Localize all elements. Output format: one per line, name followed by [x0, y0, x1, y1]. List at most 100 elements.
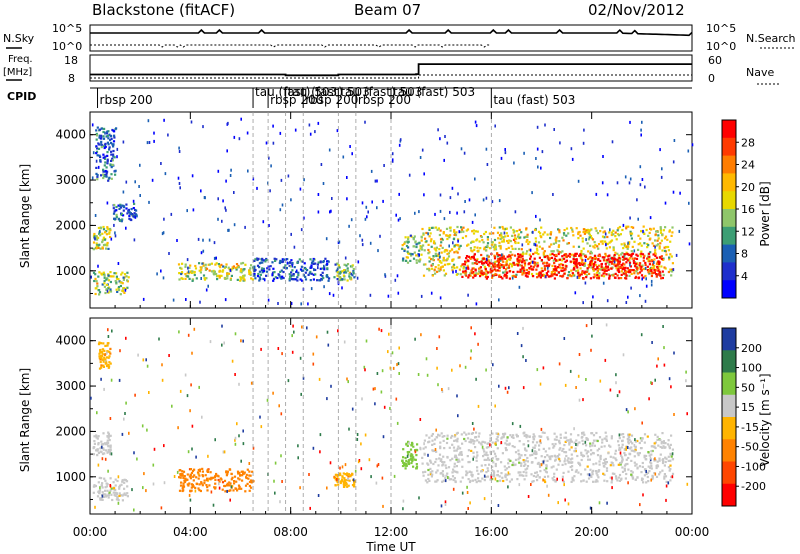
velocity-sparse-point [591, 334, 593, 338]
power-cell [497, 260, 500, 263]
velocity-cell [416, 449, 419, 452]
velocity-cell [334, 484, 337, 487]
power-cell [637, 234, 640, 237]
power-sparse-point [467, 293, 469, 297]
velocity-cell [494, 464, 497, 468]
power-cell [552, 242, 555, 245]
velocity-sparse-point [485, 368, 487, 372]
power-cell [505, 268, 508, 271]
power-cell [598, 254, 601, 257]
power-cell [523, 264, 527, 267]
power-sparse-point [293, 245, 296, 249]
power-cell [437, 267, 440, 270]
power-cell [111, 163, 114, 166]
power-sparse-point [94, 237, 96, 241]
power-cell [104, 169, 107, 173]
power-cell [626, 259, 629, 262]
velocity-cell [102, 432, 105, 435]
velocity-cell [126, 492, 129, 495]
velocity-cell [189, 489, 192, 492]
power-cell [648, 231, 651, 234]
velocity-cell [479, 442, 482, 445]
velocity-cell [650, 467, 653, 470]
power-sparse-point [272, 141, 275, 145]
velocity-cell [621, 443, 624, 446]
velocity-cell [237, 477, 240, 480]
power-sparse-point [97, 264, 99, 268]
power-cell [576, 266, 579, 269]
velocity-cell [525, 436, 528, 439]
velocity-cell [476, 469, 479, 472]
velocity-cell [643, 474, 646, 477]
power-cell [98, 271, 101, 274]
power-cell [122, 214, 125, 217]
velocity-cell [460, 453, 463, 456]
velocity-cell [98, 341, 101, 344]
velocity-sparse-point [190, 383, 192, 387]
velocity-sparse-point [640, 333, 643, 337]
power-region [92, 271, 130, 296]
velocity-cell [248, 484, 251, 488]
velocity-sparse-point [260, 347, 262, 351]
power-cell [320, 278, 323, 281]
power-cell [639, 242, 642, 245]
power-cell [650, 228, 653, 231]
velocity-cell [474, 431, 478, 434]
velocity-sparse-point [626, 446, 629, 449]
velocity-cell [225, 470, 228, 473]
power-cell [97, 246, 100, 249]
power-sparse-point [595, 192, 598, 196]
power-cell [580, 273, 583, 276]
velocity-cell [448, 478, 451, 481]
power-cell [96, 178, 99, 181]
power-cell [438, 248, 441, 251]
power-sparse-point [192, 208, 195, 212]
power-cell [591, 258, 594, 261]
velocity-cell [224, 490, 227, 493]
power-cell [571, 230, 574, 233]
power-cell [549, 253, 552, 256]
power-cell [205, 267, 209, 270]
power-cell [630, 234, 633, 237]
velocity-cell [92, 453, 95, 456]
power-sparse-point [673, 139, 676, 142]
velocity-sparse-point [665, 484, 668, 488]
velocity-cell [342, 472, 345, 475]
power-cell [178, 272, 181, 275]
power-cell [439, 229, 442, 232]
velocity-cell [467, 478, 470, 481]
power-cell [585, 276, 588, 279]
power-cell [112, 155, 115, 158]
power-cell [616, 252, 619, 255]
power-cell [525, 268, 528, 272]
velocity-cell [107, 432, 110, 436]
velocity-cell [586, 465, 589, 468]
power-cell [549, 236, 552, 240]
power-cell [226, 272, 229, 275]
velocity-sparse-point [619, 451, 622, 455]
power-cell [594, 275, 597, 278]
power-cell [405, 256, 408, 259]
velocity-cell [101, 491, 104, 494]
velocity-cell [343, 477, 346, 480]
velocity-cell [538, 435, 541, 438]
velocity-cell [647, 451, 650, 454]
power-cell [534, 251, 537, 254]
power-cell [621, 255, 624, 258]
power-cell [94, 277, 97, 280]
power-cell [107, 274, 110, 277]
power-sparse-point [328, 148, 331, 152]
velocity-cell [659, 445, 662, 449]
power-sparse-point [521, 243, 524, 247]
velocity-cell [500, 472, 503, 475]
velocity-cell [571, 457, 574, 460]
power-cell [351, 264, 354, 267]
velocity-cell [480, 464, 483, 467]
velocity-cell [623, 467, 626, 470]
velocity-sparse-point [141, 424, 144, 428]
velocity-cell [516, 478, 519, 481]
velocity-cell [528, 435, 531, 438]
freq-label: Freq. [8, 54, 33, 65]
velocity-cell [101, 486, 104, 489]
power-cell [505, 261, 508, 264]
